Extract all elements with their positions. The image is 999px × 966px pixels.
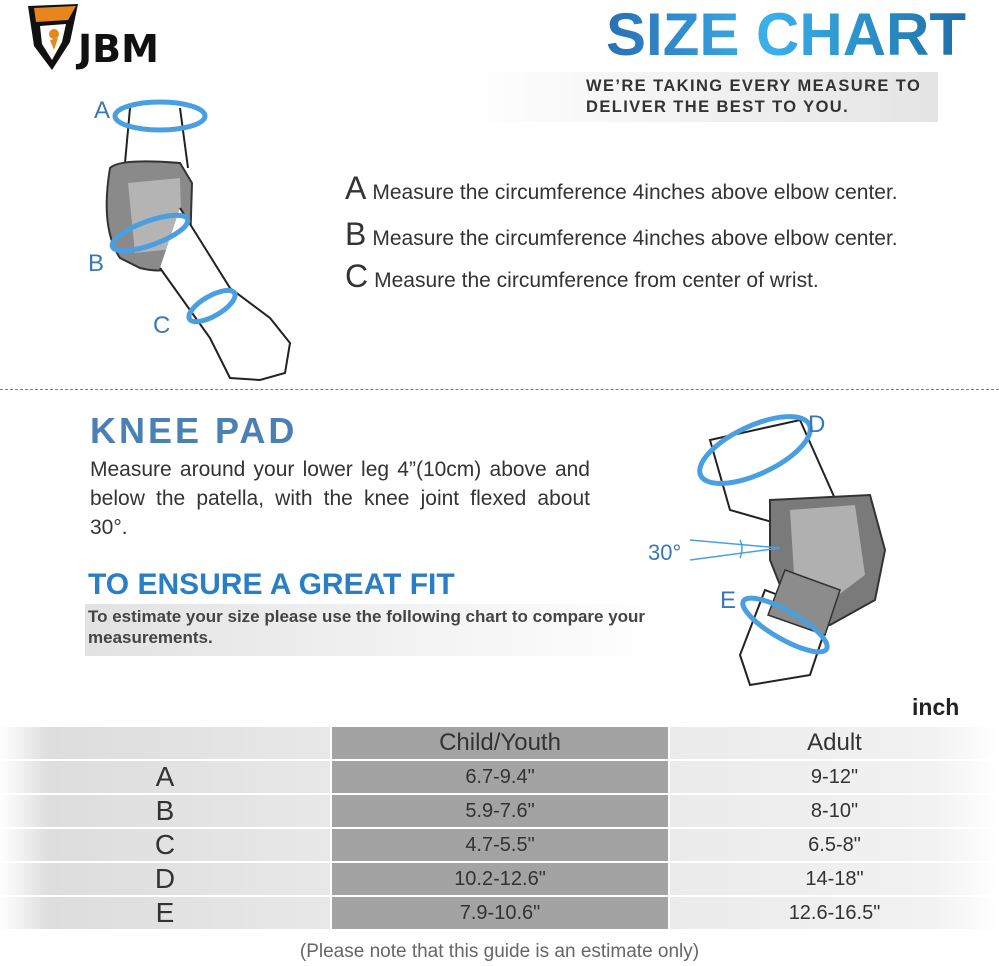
- knee-diagram: D E 30°: [648, 411, 887, 687]
- table-row: D 10.2-12.6" 14-18": [0, 863, 999, 895]
- table-header: Child/Youth Adult: [0, 727, 999, 759]
- knee-pad-description: Measure around your lower leg 4”(10cm) a…: [90, 458, 590, 539]
- diagram-label-d: D: [808, 411, 825, 438]
- table-body: A 6.7-9.4" 9-12" B 5.9-7.6" 8-10" C 4.7-5.5" 6.5…: [0, 761, 999, 929]
- child-youth-value: 10.2-12.6": [332, 863, 668, 895]
- instruction-letter: A: [345, 170, 367, 206]
- header-cell: [0, 727, 330, 759]
- row-label: E: [0, 897, 330, 929]
- header-adult: Adult: [670, 727, 999, 759]
- instruction-c: C Measure the circumference from center o…: [345, 258, 819, 295]
- footer-note: (Please note that this guide is an estim…: [299, 941, 700, 962]
- child-youth-value: 4.7-5.5": [332, 829, 668, 861]
- instruction-letter: C: [345, 258, 369, 294]
- jbm-logo: JBM: [28, 4, 159, 71]
- adult-value: 6.5-8": [670, 829, 999, 861]
- page-title: SIZE CHART: [606, 1, 966, 68]
- fit-band: [85, 604, 665, 656]
- table-row: E 7.9-10.6" 12.6-16.5": [0, 897, 999, 929]
- diagram-label-e: E: [720, 587, 736, 614]
- instruction-text: Measure the circumference 4inches above …: [372, 227, 898, 250]
- row-label: D: [0, 863, 330, 895]
- adult-value: 12.6-16.5": [670, 897, 999, 929]
- angle-label: 30°: [648, 540, 681, 565]
- instruction-letter: B: [345, 216, 367, 252]
- tagline: WE’RE TAKING EVERY MEASURE TO DELIVER TH…: [586, 76, 921, 118]
- header-child-youth: Child/Youth: [332, 727, 668, 759]
- unit-label: inch: [912, 694, 960, 720]
- logo-text: JBM: [75, 27, 159, 71]
- elbow-diagram: A B C: [88, 97, 292, 382]
- child-youth-value: 5.9-7.6": [332, 795, 668, 827]
- instruction-text: Measure the circumference from center of…: [374, 269, 819, 292]
- row-label: B: [0, 795, 330, 827]
- table-row: C 4.7-5.5" 6.5-8": [0, 829, 999, 861]
- tagline-band: [460, 72, 938, 122]
- child-youth-value: 7.9-10.6": [332, 897, 668, 929]
- tagline-line-1: WE’RE TAKING EVERY MEASURE TO: [586, 77, 922, 95]
- knee-pad-title: KNEE PAD: [90, 410, 298, 451]
- adult-value: 8-10": [670, 795, 999, 827]
- instruction-text: Measure the circumference 4inches above …: [372, 181, 898, 204]
- diagram-label-b: B: [88, 250, 104, 277]
- instruction-a: A Measure the circumference 4inches above…: [345, 170, 898, 207]
- adult-value: 9-12": [670, 761, 999, 793]
- row-label: A: [0, 761, 330, 793]
- instruction-b: B Measure the circumference 4inches above…: [345, 216, 898, 253]
- size-table: Child/Youth Adult A 6.7-9.4" 9-12" B 5.9-7.6…: [0, 727, 999, 931]
- diagram-label-c: C: [153, 312, 170, 339]
- tagline-line-2: DELIVER THE BEST TO YOU.: [586, 98, 850, 116]
- fit-title: TO ENSURE A GREAT FIT: [88, 568, 455, 601]
- row-label: C: [0, 829, 330, 861]
- table-row: B 5.9-7.6" 8-10": [0, 795, 999, 827]
- fit-text: To estimate your size please use the fol…: [88, 607, 646, 647]
- section-divider: [0, 389, 999, 390]
- table-row: A 6.7-9.4" 9-12": [0, 761, 999, 793]
- adult-value: 14-18": [670, 863, 999, 895]
- child-youth-value: 6.7-9.4": [332, 761, 668, 793]
- diagram-label-a: A: [94, 97, 110, 124]
